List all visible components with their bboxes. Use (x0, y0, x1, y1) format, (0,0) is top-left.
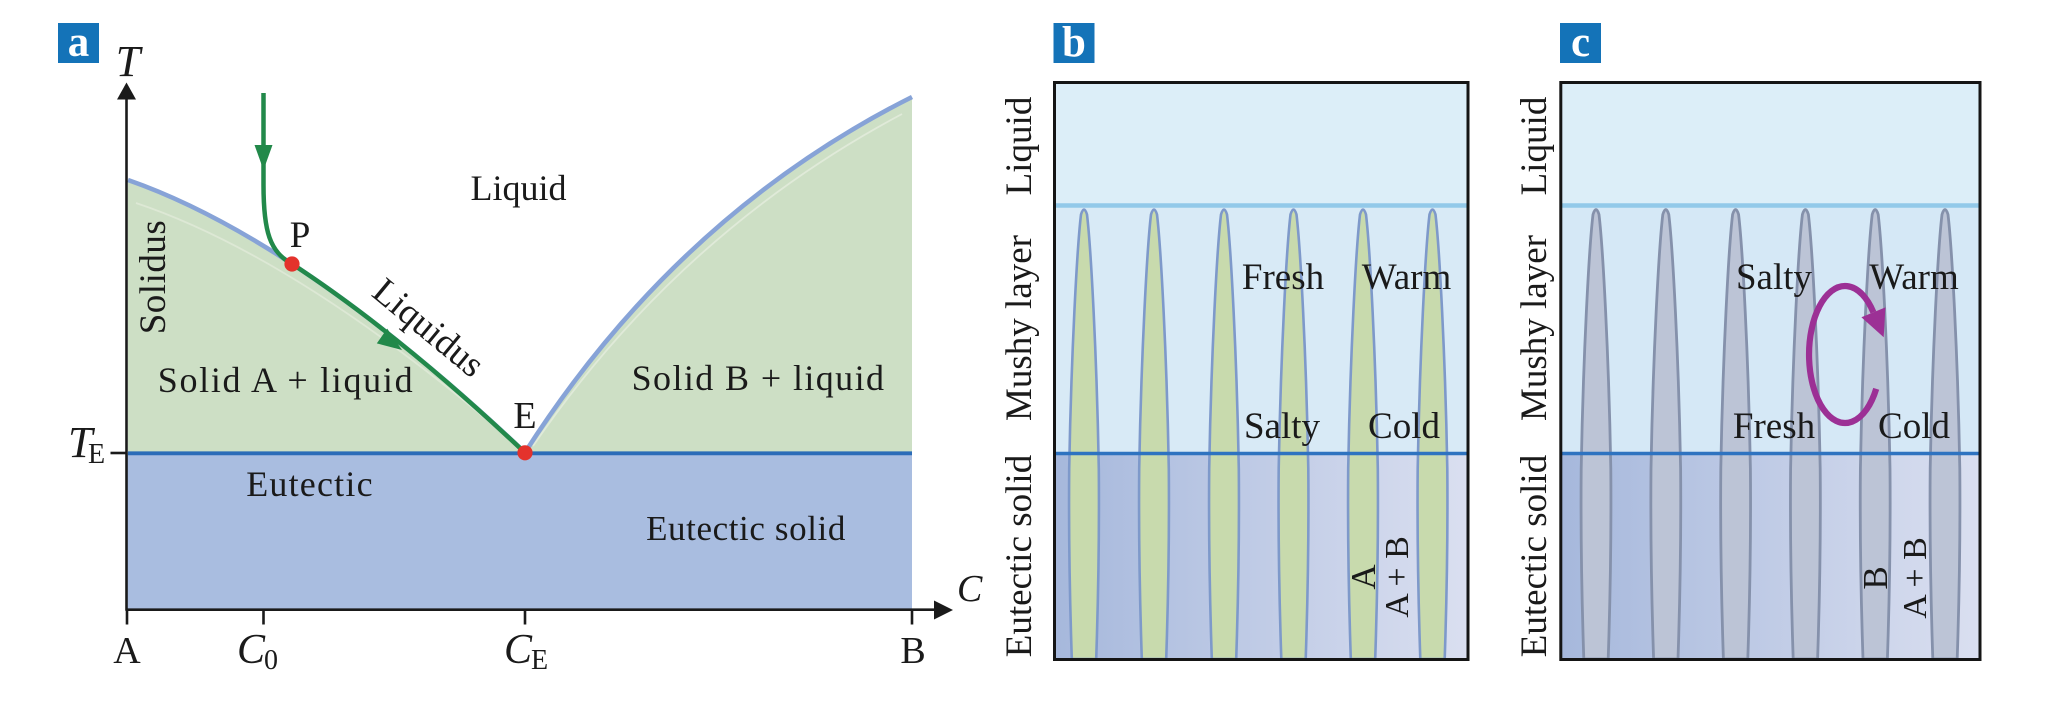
svg-text:A: A (113, 630, 141, 672)
svg-text:E: E (88, 439, 105, 470)
svg-text:A: A (1344, 564, 1383, 590)
svg-text:Solidus: Solidus (133, 220, 174, 335)
svg-text:Salty: Salty (1244, 406, 1321, 447)
svg-text:Solid B + liquid: Solid B + liquid (632, 358, 886, 398)
svg-text:A + B: A + B (1379, 536, 1416, 618)
svg-text:E: E (531, 645, 548, 676)
svg-text:T: T (116, 37, 144, 86)
svg-text:Cold: Cold (1368, 406, 1440, 447)
svg-text:Eutectic solid: Eutectic solid (1514, 454, 1555, 657)
svg-text:Liquid: Liquid (999, 96, 1040, 195)
svg-text:Solid A + liquid: Solid A + liquid (158, 360, 415, 400)
svg-text:Mushy layer: Mushy layer (1514, 235, 1555, 421)
svg-text:Eutectic solid: Eutectic solid (646, 509, 846, 548)
svg-text:Salty: Salty (1736, 257, 1813, 298)
svg-text:B: B (1856, 566, 1895, 589)
svg-text:B: B (900, 630, 925, 672)
svg-text:b: b (1062, 19, 1086, 66)
svg-text:0: 0 (264, 645, 278, 676)
svg-text:Mushy layer: Mushy layer (999, 235, 1040, 421)
svg-text:Fresh: Fresh (1733, 406, 1816, 447)
svg-text:Warm: Warm (1362, 257, 1452, 298)
svg-text:Warm: Warm (1869, 257, 1959, 298)
svg-text:c: c (1571, 19, 1590, 66)
svg-text:E: E (513, 395, 536, 437)
svg-text:Liquid: Liquid (1514, 96, 1555, 195)
svg-text:T: T (68, 418, 96, 467)
svg-text:C: C (504, 627, 533, 673)
svg-text:a: a (68, 19, 90, 66)
svg-text:Cold: Cold (1878, 406, 1950, 447)
svg-text:Eutectic solid: Eutectic solid (999, 454, 1040, 657)
svg-text:A + B: A + B (1897, 537, 1934, 619)
svg-text:P: P (290, 215, 311, 256)
svg-text:Liquid: Liquid (471, 168, 567, 208)
svg-text:C: C (957, 568, 983, 610)
svg-text:Eutectic: Eutectic (246, 464, 374, 504)
svg-text:Fresh: Fresh (1242, 257, 1325, 298)
svg-text:C: C (237, 627, 266, 673)
